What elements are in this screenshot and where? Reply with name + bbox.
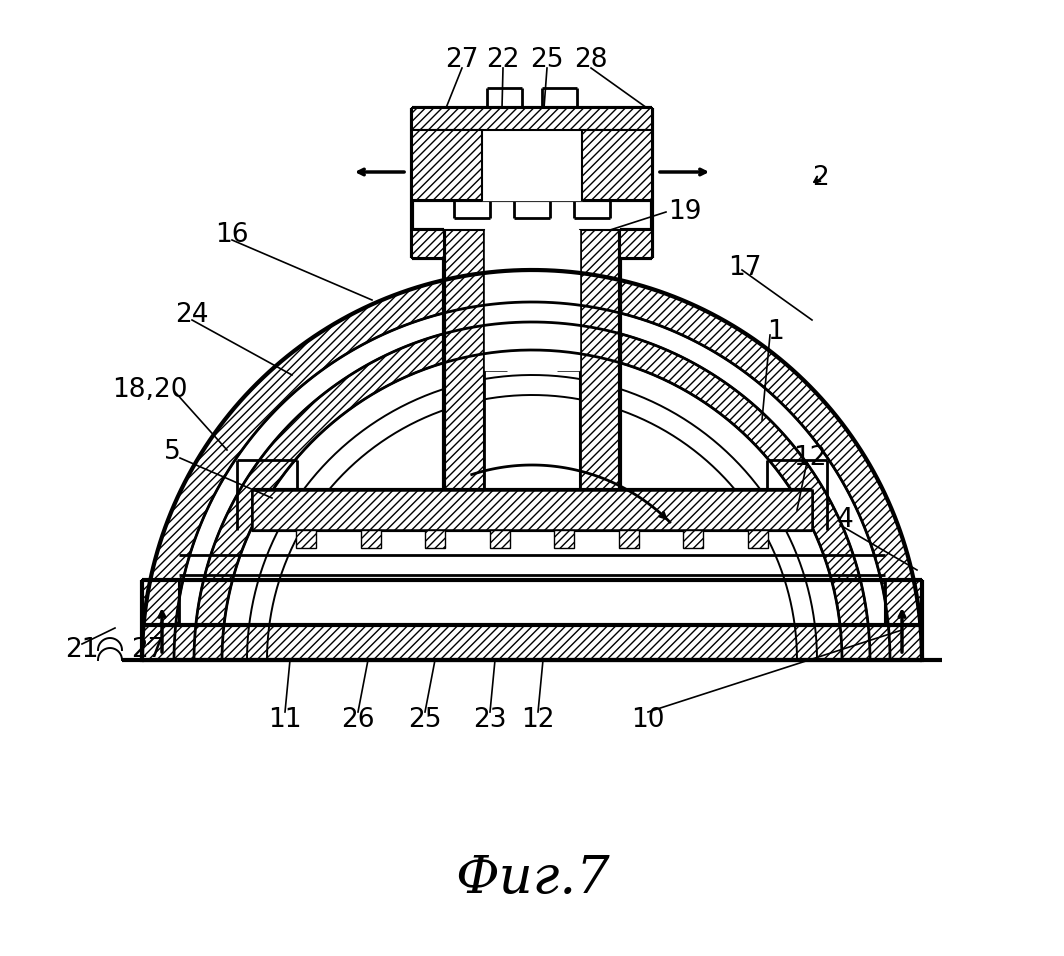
Polygon shape [412, 230, 444, 258]
Text: 21: 21 [65, 637, 99, 663]
Polygon shape [412, 130, 482, 200]
Text: 12: 12 [794, 445, 827, 471]
Polygon shape [620, 230, 652, 258]
Text: Фиг.7: Фиг.7 [454, 853, 610, 903]
Polygon shape [297, 530, 316, 548]
Text: 2: 2 [812, 165, 829, 191]
Polygon shape [194, 322, 870, 660]
Text: 22: 22 [486, 47, 519, 73]
Text: 17: 17 [728, 255, 762, 281]
Text: 12: 12 [521, 707, 554, 733]
Polygon shape [489, 530, 510, 548]
Polygon shape [885, 580, 922, 660]
Text: 28: 28 [575, 47, 608, 73]
Text: 18,20: 18,20 [112, 377, 187, 403]
Polygon shape [142, 270, 922, 660]
Text: 27: 27 [445, 47, 479, 73]
Polygon shape [426, 530, 446, 548]
Polygon shape [361, 530, 381, 548]
Polygon shape [554, 530, 575, 548]
Polygon shape [142, 270, 922, 660]
Polygon shape [748, 530, 767, 548]
Text: 25: 25 [530, 47, 564, 73]
Text: 19: 19 [668, 199, 701, 225]
Text: 5: 5 [164, 439, 181, 465]
Text: 23: 23 [473, 707, 506, 733]
Polygon shape [444, 230, 484, 495]
Text: 1: 1 [767, 319, 783, 345]
Polygon shape [142, 580, 179, 660]
Text: 11: 11 [268, 707, 302, 733]
Polygon shape [580, 230, 620, 495]
Text: 10: 10 [631, 707, 665, 733]
Polygon shape [618, 530, 638, 548]
Text: 25: 25 [409, 707, 442, 733]
Polygon shape [142, 625, 922, 660]
Polygon shape [508, 230, 556, 370]
Text: 27: 27 [131, 637, 165, 663]
Polygon shape [179, 625, 885, 660]
Polygon shape [252, 490, 812, 530]
Text: 24: 24 [176, 302, 209, 328]
Polygon shape [582, 130, 652, 200]
Text: 4: 4 [836, 507, 853, 533]
Polygon shape [485, 230, 579, 370]
Text: 16: 16 [215, 222, 249, 248]
Polygon shape [194, 322, 870, 660]
Polygon shape [412, 108, 652, 130]
Polygon shape [174, 302, 890, 660]
Polygon shape [683, 530, 703, 548]
Polygon shape [482, 130, 582, 200]
Polygon shape [179, 580, 885, 625]
Polygon shape [484, 230, 580, 495]
Text: 26: 26 [342, 707, 375, 733]
